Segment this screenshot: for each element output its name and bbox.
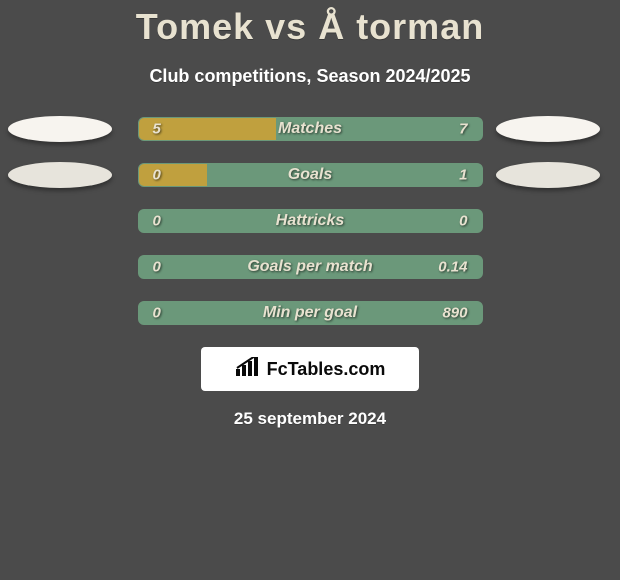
stat-label: Matches — [278, 120, 342, 138]
stat-bar: 0 Min per goal 890 — [138, 301, 483, 325]
stat-value-right: 0 — [459, 213, 467, 230]
stat-bar: 0 Goals per match 0.14 — [138, 255, 483, 279]
stat-row: 0 Goals 1 — [0, 163, 620, 187]
stat-value-right: 7 — [459, 121, 467, 138]
stat-value-right: 890 — [442, 305, 467, 322]
stat-row: 0 Goals per match 0.14 — [0, 255, 620, 279]
stat-value-left: 0 — [153, 167, 161, 184]
brand-box[interactable]: FcTables.com — [201, 347, 419, 391]
stat-row: 0 Hattricks 0 — [0, 209, 620, 233]
right-ellipse-icon — [496, 116, 600, 142]
bar-fill-left — [139, 164, 208, 186]
stat-bar: 5 Matches 7 — [138, 117, 483, 141]
date-line: 25 september 2024 — [234, 409, 386, 429]
stat-rows-container: 5 Matches 7 0 Goals 1 0 Hattricks 0 0 Goals per ma… — [0, 117, 620, 325]
stat-value-left: 0 — [153, 213, 161, 230]
left-ellipse-icon — [8, 162, 112, 188]
stat-row: 0 Min per goal 890 — [0, 301, 620, 325]
right-ellipse-icon — [496, 162, 600, 188]
stat-value-left: 0 — [153, 305, 161, 322]
stat-row: 5 Matches 7 — [0, 117, 620, 141]
stat-bar: 0 Hattricks 0 — [138, 209, 483, 233]
brand-text: FcTables.com — [267, 359, 386, 380]
subtitle: Club competitions, Season 2024/2025 — [149, 66, 470, 87]
left-ellipse-icon — [8, 116, 112, 142]
stat-label: Goals per match — [247, 258, 372, 276]
stat-label: Goals — [288, 166, 332, 184]
page-title: Tomek vs Å torman — [136, 6, 484, 48]
stat-value-right: 0.14 — [438, 259, 467, 276]
brand-chart-icon — [235, 357, 261, 382]
stat-value-left: 0 — [153, 259, 161, 276]
stat-bar: 0 Goals 1 — [138, 163, 483, 187]
stat-value-left: 5 — [153, 121, 161, 138]
stat-value-right: 1 — [459, 167, 467, 184]
comparison-card: Tomek vs Å torman Club competitions, Sea… — [0, 0, 620, 580]
stat-label: Min per goal — [263, 304, 357, 322]
stat-label: Hattricks — [276, 212, 344, 230]
